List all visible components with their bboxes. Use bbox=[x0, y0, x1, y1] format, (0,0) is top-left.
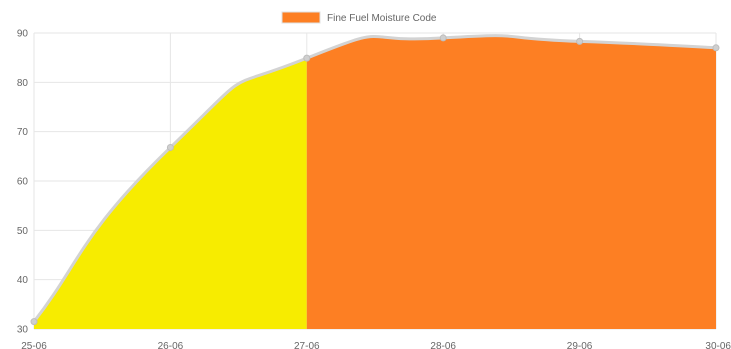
x-tick-label: 27-06 bbox=[294, 341, 320, 349]
area-segment bbox=[34, 58, 307, 329]
area-fills bbox=[34, 35, 716, 329]
data-points bbox=[30, 34, 720, 326]
x-tick-label: 29-06 bbox=[567, 341, 593, 349]
y-tick-label: 50 bbox=[17, 226, 29, 237]
y-axis-ticks: 30 40 50 60 70 80 90 bbox=[17, 29, 29, 336]
legend-label[interactable]: Fine Fuel Moisture Code bbox=[327, 13, 437, 24]
y-tick-label: 90 bbox=[17, 29, 29, 40]
data-point[interactable] bbox=[30, 318, 38, 326]
x-tick-label: 28-06 bbox=[430, 341, 456, 349]
x-tick-label: 26-06 bbox=[158, 341, 184, 349]
data-point[interactable] bbox=[303, 54, 311, 62]
x-tick-label: 30-06 bbox=[705, 341, 731, 349]
y-tick-label: 40 bbox=[17, 275, 29, 286]
area-segment bbox=[306, 35, 716, 329]
y-tick-label: 60 bbox=[17, 177, 29, 188]
data-point[interactable] bbox=[712, 44, 720, 52]
legend-swatch[interactable] bbox=[281, 11, 321, 24]
data-point[interactable] bbox=[166, 143, 174, 151]
y-tick-label: 80 bbox=[17, 78, 29, 89]
data-point[interactable] bbox=[439, 34, 447, 42]
data-point[interactable] bbox=[576, 37, 584, 45]
y-tick-label: 70 bbox=[17, 127, 29, 138]
x-axis-ticks: 25-06 26-06 27-06 28-06 29-06 30-06 bbox=[21, 341, 731, 349]
legend[interactable]: Fine Fuel Moisture Code bbox=[281, 11, 437, 24]
x-tick-label: 25-06 bbox=[21, 341, 47, 349]
y-tick-label: 30 bbox=[17, 325, 29, 336]
